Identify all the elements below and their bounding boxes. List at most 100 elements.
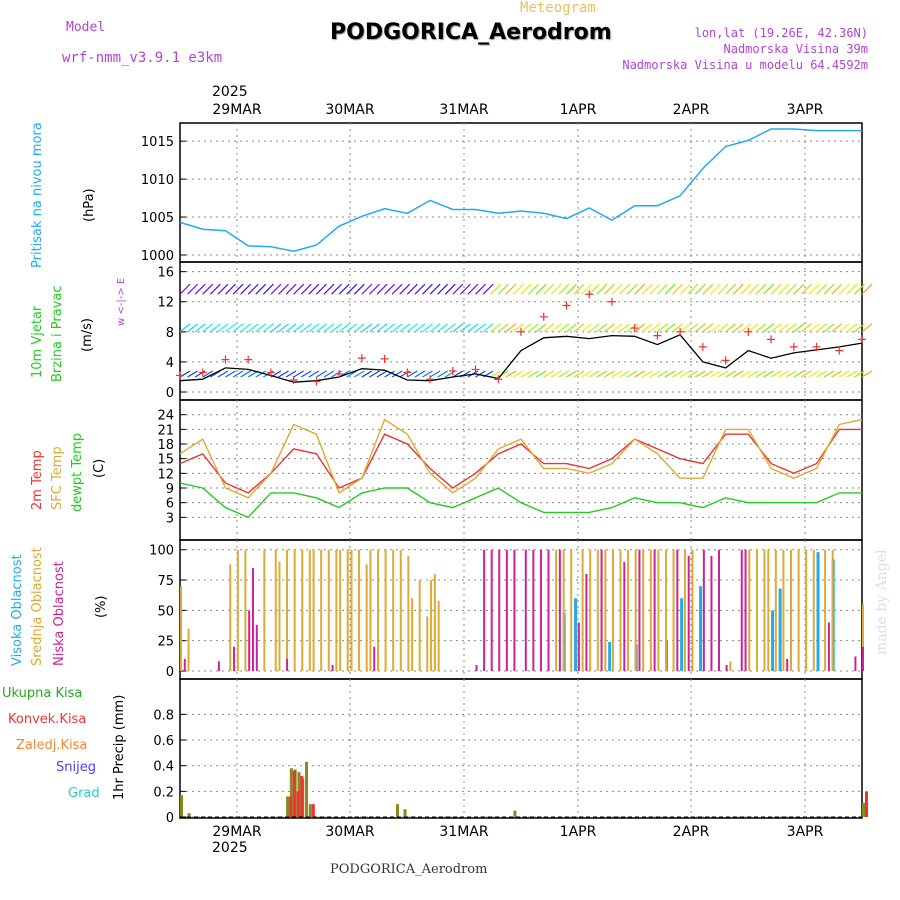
wind-barb xyxy=(376,283,388,295)
legend-zaledj: Zaledj.Kisa xyxy=(16,738,88,753)
wind-barb xyxy=(490,283,502,295)
cloud-bar-1 xyxy=(672,549,675,671)
wind-barb xyxy=(338,283,350,295)
precip-bar-0 xyxy=(187,813,191,817)
wind-barb xyxy=(369,370,380,378)
wind-barb xyxy=(346,323,358,333)
cloud-bar-1 xyxy=(664,549,667,671)
wind-barb xyxy=(543,283,555,295)
cloud-bar-1 xyxy=(824,549,827,671)
wind-barb xyxy=(717,283,729,295)
wind-barb xyxy=(694,370,706,378)
wind-barb xyxy=(687,370,699,378)
wind-barb xyxy=(793,370,805,378)
cloud-bar-0 xyxy=(699,586,703,671)
precip-bar-1 xyxy=(311,804,315,817)
wind-barb xyxy=(217,323,229,333)
wind-barb xyxy=(429,283,441,295)
wind-barb xyxy=(278,323,289,333)
wind-barb xyxy=(520,283,532,295)
wind-barb xyxy=(323,323,335,333)
ytick-label-0-1: 1005 xyxy=(141,211,174,226)
wind-barb xyxy=(232,370,244,378)
wind-barb xyxy=(497,283,509,295)
wind-gust-marker xyxy=(403,368,412,377)
wind-barb xyxy=(376,370,388,378)
footer-title: PODGORICA_Aerodrom xyxy=(330,862,488,877)
wind-barb xyxy=(588,370,600,378)
wind-speed-line xyxy=(179,334,863,383)
cloud-bar-1 xyxy=(365,564,368,671)
cloud-bar-1 xyxy=(346,549,349,671)
wind-barb xyxy=(346,283,358,295)
wind-barb xyxy=(566,323,577,333)
wind-barb xyxy=(619,323,630,333)
wind-barb xyxy=(861,370,873,378)
ytick-label-4-2: 0.4 xyxy=(153,760,174,775)
wind-barb xyxy=(717,323,729,333)
wind-barb xyxy=(278,370,289,378)
wind-barb xyxy=(747,323,759,333)
wind-barb xyxy=(308,283,320,295)
wind-barb xyxy=(581,370,592,378)
wind-barb xyxy=(285,283,297,295)
wind-barb xyxy=(679,283,691,295)
wind-barb xyxy=(755,370,767,378)
ytick-label-2-3: 12 xyxy=(157,467,174,482)
cloud-bar-2 xyxy=(577,622,580,671)
ytick-label-1-0: 0 xyxy=(166,386,174,401)
model-label: Model xyxy=(66,20,106,35)
cloud-bar-1 xyxy=(433,573,436,671)
cloud-title-3: Niska Oblacnost xyxy=(52,561,67,666)
cloud-title-1: Visoka Oblacnost xyxy=(10,554,25,666)
wind-barb xyxy=(444,323,456,333)
wind-barb xyxy=(596,283,608,295)
wind-barb xyxy=(225,283,236,295)
day-label-top-5: 3APR xyxy=(787,102,824,118)
wind-barb xyxy=(838,370,850,378)
ytick-label-4-1: 0.2 xyxy=(153,785,174,800)
wind-barb xyxy=(285,370,297,378)
wind-barb xyxy=(187,323,198,333)
wind-barb xyxy=(785,323,797,333)
ytick-label-2-6: 21 xyxy=(157,423,174,438)
cloud-bar-2 xyxy=(623,561,626,671)
wind-barb xyxy=(778,283,790,295)
pressure-unit: (hPa) xyxy=(82,188,97,222)
cloud-bar-1 xyxy=(229,564,232,671)
day-label-top-1: 30MAR xyxy=(325,102,374,118)
cloud-bar-1 xyxy=(774,549,777,671)
wind-barb xyxy=(808,283,820,295)
wind-barb xyxy=(346,370,358,378)
cloud-bar-2 xyxy=(718,549,721,671)
wind-barb xyxy=(391,283,403,295)
wind-barb xyxy=(460,323,471,333)
wind-gust-marker xyxy=(335,369,344,378)
ytick-label-1-3: 12 xyxy=(157,296,174,311)
cloud-bar-1 xyxy=(570,549,573,671)
wind-gust-marker xyxy=(812,342,821,351)
cloud-bar-1 xyxy=(407,555,410,671)
wind-barb xyxy=(505,370,517,378)
wind-barb xyxy=(831,323,843,333)
wind-barb xyxy=(801,370,812,378)
cloud-bar-1 xyxy=(426,616,429,671)
wind-gust-marker xyxy=(698,342,707,351)
wind-barb xyxy=(285,323,297,333)
ytick-label-4-3: 0.6 xyxy=(153,734,174,749)
wind-barb xyxy=(255,323,267,333)
wind-gust-marker xyxy=(266,368,275,377)
precip-unit: 1hr Precip (mm) xyxy=(112,694,127,800)
wind-barb xyxy=(694,283,706,295)
cloud-title-2: Srednja Oblacnost xyxy=(30,547,45,666)
wind-gust-marker xyxy=(562,301,571,310)
wind-barb xyxy=(543,370,555,378)
wind-barb xyxy=(763,283,774,295)
cloud-bar-1 xyxy=(782,549,785,671)
cloud-bar-2 xyxy=(255,624,258,671)
wind-barb xyxy=(179,323,191,333)
wind-barb xyxy=(831,283,843,295)
wind-barb xyxy=(437,283,449,295)
wind-barb xyxy=(717,370,729,378)
wind-barb xyxy=(603,323,615,333)
